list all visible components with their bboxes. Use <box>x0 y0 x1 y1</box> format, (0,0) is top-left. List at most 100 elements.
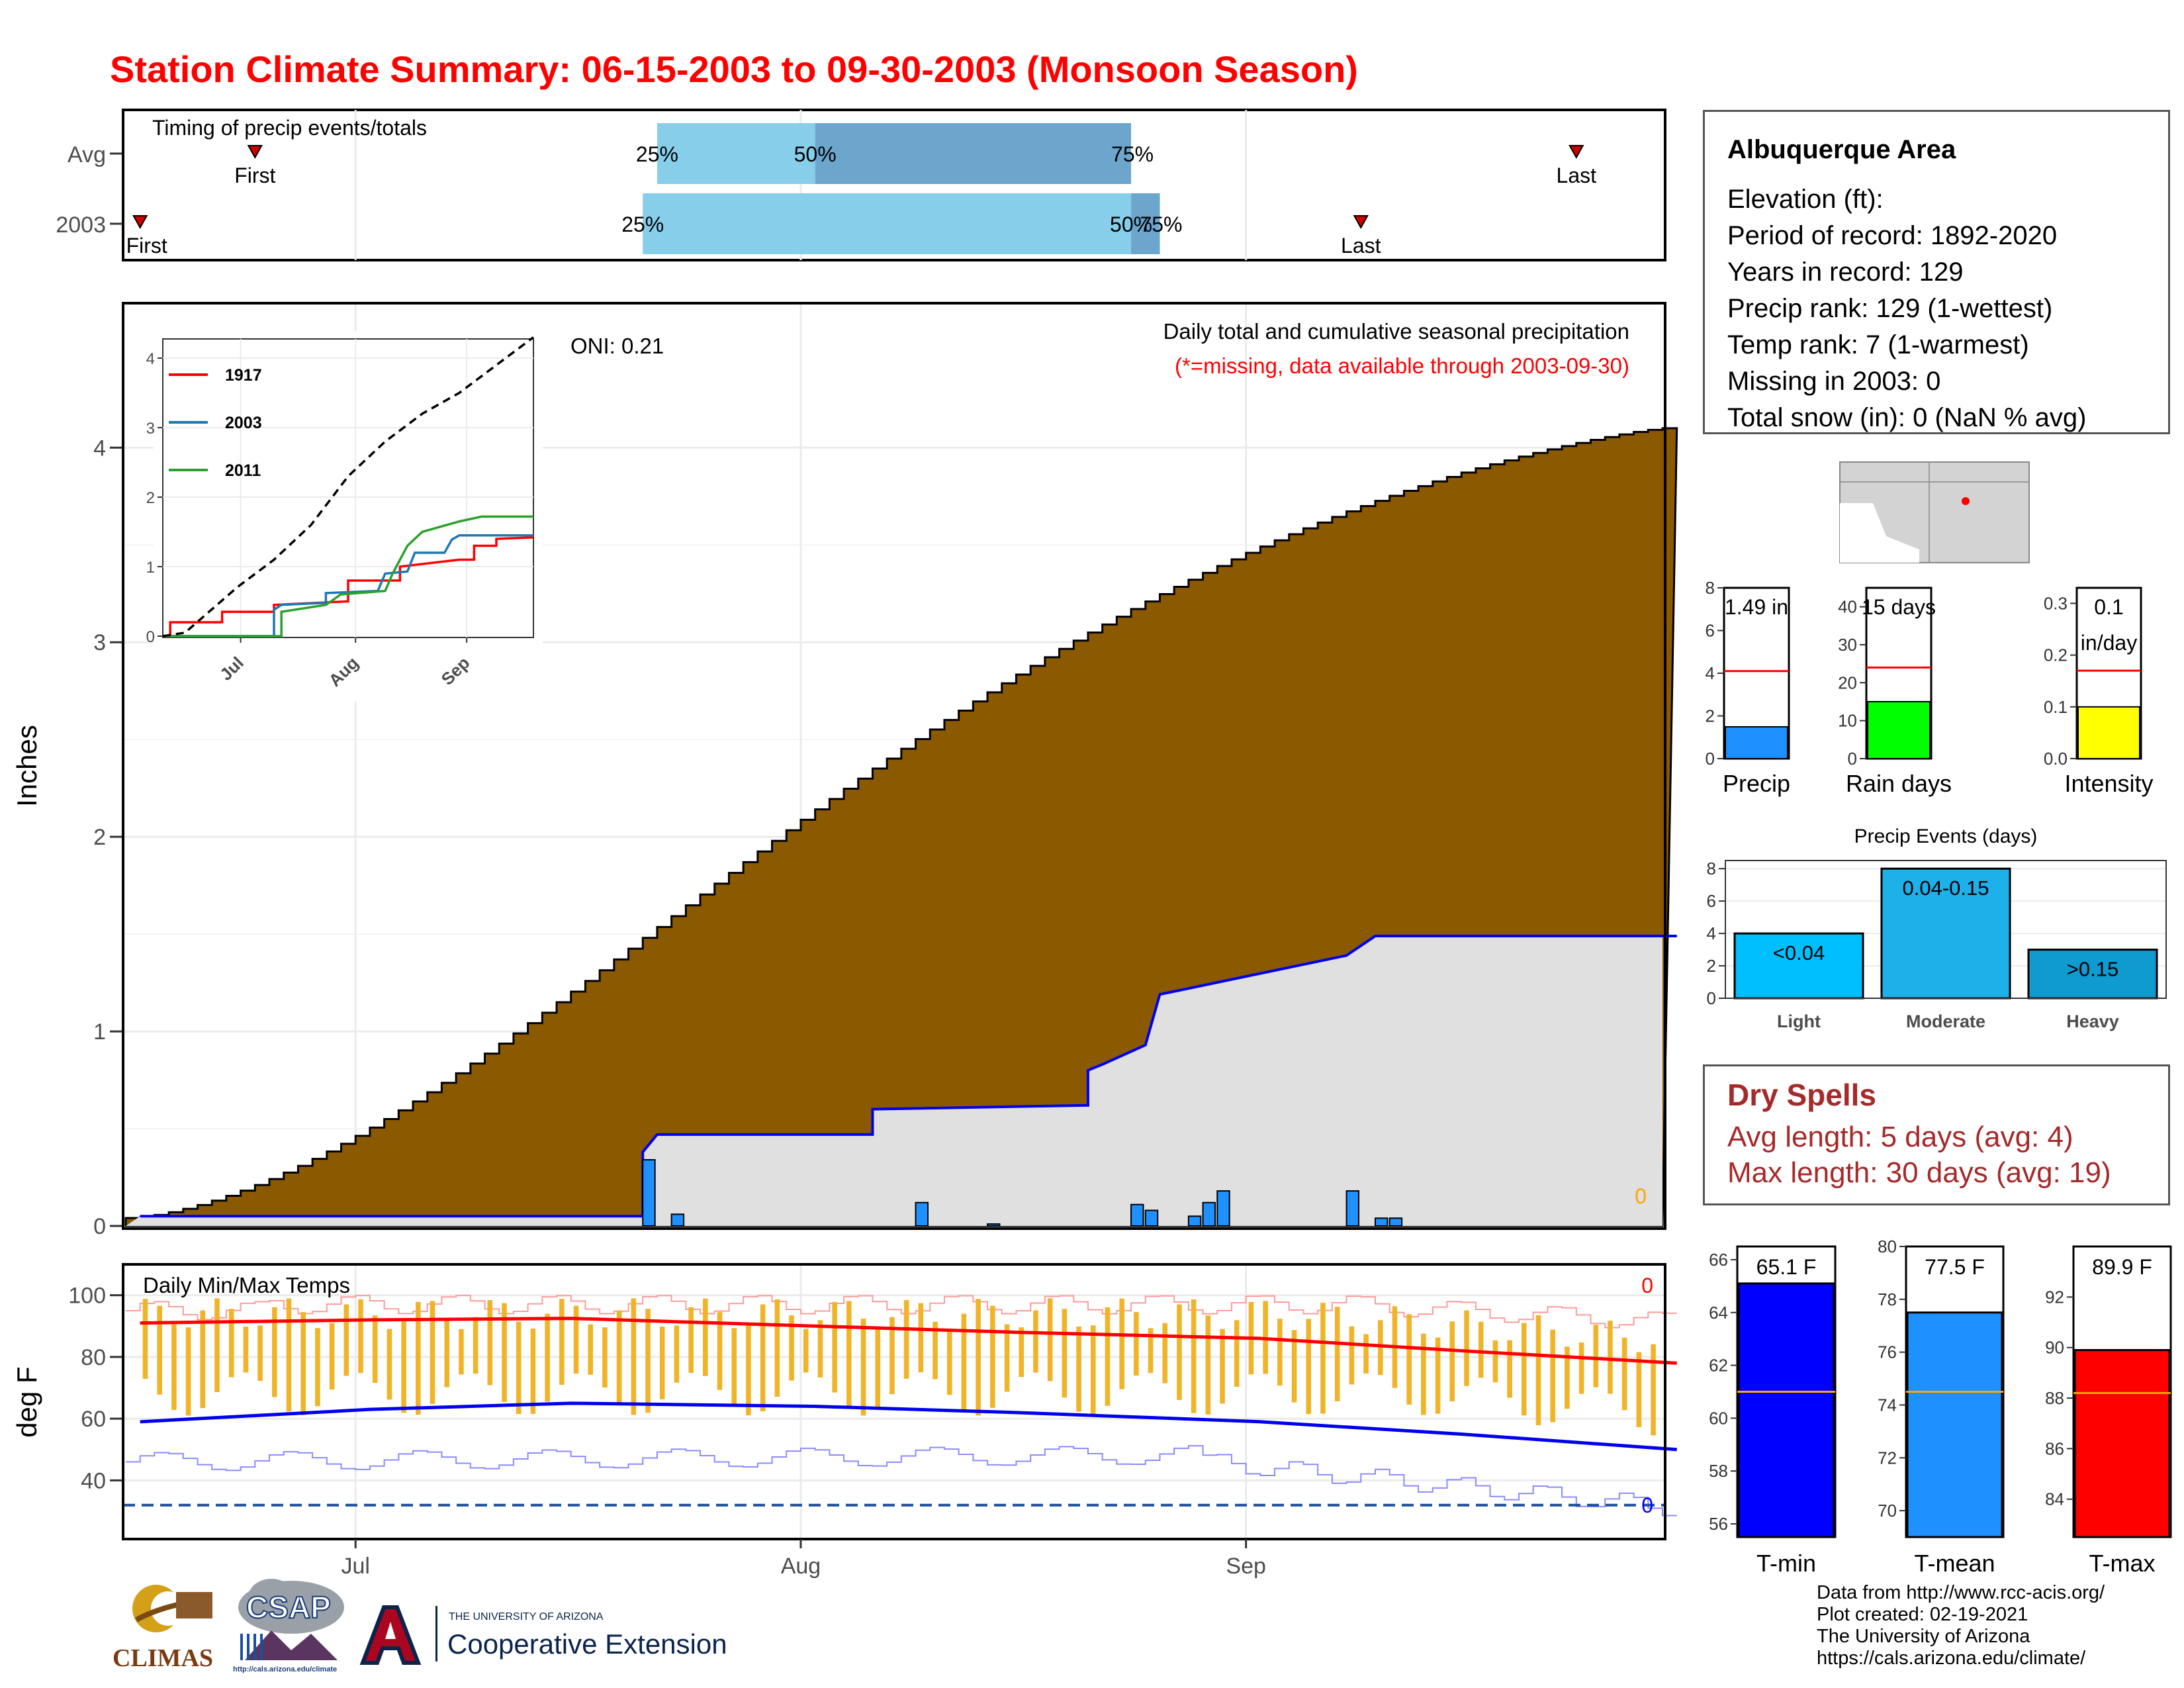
precip-events-y-tick-label: 0 <box>1707 988 1716 1008</box>
daily-temp-range-bar <box>846 1301 852 1409</box>
summary-precip-bar <box>2077 706 2140 760</box>
ua-logo-big-text: Cooperative Extension <box>447 1628 727 1660</box>
daily-temp-range-bar <box>487 1299 493 1385</box>
record-max-line <box>126 1295 1677 1329</box>
summary-precip-value-label: 0.1 <box>2094 595 2123 619</box>
summary-temp-y-tick-label: 74 <box>1878 1395 1897 1415</box>
precip-y-tick-label: 4 <box>93 436 106 461</box>
daily-precip-bar <box>670 1213 685 1227</box>
ua-logo: THE UNIVERSITY OF ARIZONA Cooperative Ex… <box>357 1602 754 1668</box>
daily-precip-bar <box>1130 1203 1144 1227</box>
daily-temp-range-bar <box>889 1317 895 1395</box>
daily-temp-range-bar <box>645 1309 651 1413</box>
daily-temp-range-bar <box>1119 1298 1124 1389</box>
daily-temp-range-bar <box>961 1313 967 1411</box>
daily-temp-range-bar <box>1134 1312 1139 1376</box>
summary-temp-y-tick-label: 78 <box>1878 1289 1897 1309</box>
inset-series-line <box>163 515 533 637</box>
summary-precip-y-tick-label: 6 <box>1706 621 1715 641</box>
daily-precip-bar <box>1187 1215 1202 1227</box>
precip-y-tick-label: 3 <box>93 630 106 655</box>
timing-p75-label: 75% <box>1140 212 1182 236</box>
daily-temp-range-bar <box>1565 1346 1570 1409</box>
daily-temp-range-bar <box>171 1324 177 1410</box>
x-axis-tick-label: Sep <box>1226 1554 1266 1579</box>
daily-precip-bar <box>1374 1217 1388 1227</box>
daily-precip-bar <box>1202 1201 1216 1227</box>
location-map-mexico <box>1840 503 1919 563</box>
precip-events-frame <box>1725 860 2167 999</box>
precip-events-y-tick-label: 2 <box>1707 956 1716 976</box>
temps-missing-tmax: 0 <box>1641 1274 1653 1297</box>
x-axis-tick-label: Aug <box>781 1554 821 1579</box>
precip-events-title: Precip Events (days) <box>1854 825 2038 847</box>
summary-temp-bar <box>2073 1349 2171 1538</box>
inset-legend-label: 2011 <box>225 461 261 480</box>
daily-temp-range-bar <box>228 1309 234 1378</box>
daily-precip-bar <box>915 1201 929 1227</box>
summary-temp-y-tick-label: 62 <box>1709 1356 1728 1376</box>
summary-temp-value-label: 77.5 F <box>1925 1255 1985 1279</box>
timing-row-label: 2003 <box>56 212 106 238</box>
precip-event-bar <box>1880 867 2011 1000</box>
daily-temp-range-bar <box>1406 1314 1412 1405</box>
summary-temp-y-tick-label: 64 <box>1709 1303 1728 1323</box>
daily-precip-bar <box>1144 1209 1159 1227</box>
precip-y-tick-label: 0 <box>93 1214 106 1239</box>
daily-precip-bar <box>987 1223 1001 1227</box>
summary-temp-y-tick-label: 56 <box>1709 1514 1728 1534</box>
summary-temp-y-tick-label: 76 <box>1878 1342 1897 1362</box>
summary-temp-y-tick-label: 60 <box>1709 1408 1728 1428</box>
daily-temp-range-bar <box>674 1325 680 1383</box>
summary-temp-value-label: 65.1 F <box>1756 1255 1817 1279</box>
summary-precip-y-tick-label: 0.1 <box>2044 697 2068 717</box>
timing-panel-title: Timing of precip events/totals <box>152 116 427 140</box>
daily-temp-range-bar <box>746 1323 751 1416</box>
inset-y-tick-label: 0 <box>146 628 155 646</box>
daily-temp-range-bar <box>1535 1315 1541 1426</box>
daily-temp-range-bar <box>1277 1319 1283 1386</box>
summary-temp-category-label: T-mean <box>1914 1550 1995 1577</box>
timing-first-marker <box>132 215 148 230</box>
daily-temp-range-bar <box>803 1329 809 1373</box>
summary-precip-y-tick-label: 8 <box>1706 578 1715 598</box>
daily-temp-range-bar <box>1507 1340 1512 1398</box>
daily-temp-range-bar <box>1377 1320 1383 1375</box>
summary-precip-value-label: in/day <box>2081 631 2137 655</box>
daily-temp-range-bar <box>1291 1330 1297 1403</box>
timing-last-label: Last <box>1341 234 1381 258</box>
summary-temp-bar <box>1737 1282 1835 1538</box>
summary-precip-bar <box>1725 726 1788 760</box>
daily-precip-bar <box>1216 1190 1230 1227</box>
daily-temp-range-bar <box>459 1329 464 1375</box>
summary-precip-category-label: Precip <box>1723 770 1790 797</box>
station-missing: Missing in 2003: 0 <box>1727 367 1941 396</box>
daily-temp-range-bar <box>832 1301 837 1393</box>
daily-temp-range-bar <box>1306 1319 1312 1415</box>
summary-temp-y-tick-label: 58 <box>1709 1461 1728 1481</box>
summary-temp-y-tick-label: 86 <box>2045 1438 2064 1458</box>
daily-temp-range-bar <box>1191 1299 1197 1413</box>
timing-p25-label: 25% <box>636 142 678 166</box>
daily-temp-range-bar <box>1421 1333 1426 1415</box>
timing-p75-label: 75% <box>1111 142 1154 166</box>
avg-tmax-line <box>140 1317 1677 1365</box>
daily-temp-range-bar <box>990 1305 995 1408</box>
timing-first-label: First <box>126 234 167 258</box>
dry-spells-max: Max length: 30 days (avg: 19) <box>1727 1156 2111 1189</box>
temps-y-tick-label: 100 <box>68 1284 106 1309</box>
precip-panel-title: Daily total and cumulative seasonal prec… <box>1163 319 1629 344</box>
summary-precip-category-label: Rain days <box>1846 770 1952 797</box>
station-name: Albuquerque Area <box>1727 135 1956 164</box>
precip-events-y-tick-label: 6 <box>1707 891 1716 911</box>
daily-temp-range-bar <box>142 1299 148 1380</box>
summary-precip-y-tick-label: 40 <box>1838 597 1857 617</box>
daily-temp-range-bar <box>688 1307 694 1373</box>
daily-temp-range-bar <box>1033 1310 1038 1373</box>
daily-temp-range-bar <box>185 1327 191 1416</box>
timing-last-marker <box>1353 215 1369 230</box>
timing-bar-25-50 <box>643 193 1132 254</box>
daily-temp-range-bar <box>703 1298 708 1376</box>
daily-temp-range-bar <box>1234 1320 1240 1387</box>
